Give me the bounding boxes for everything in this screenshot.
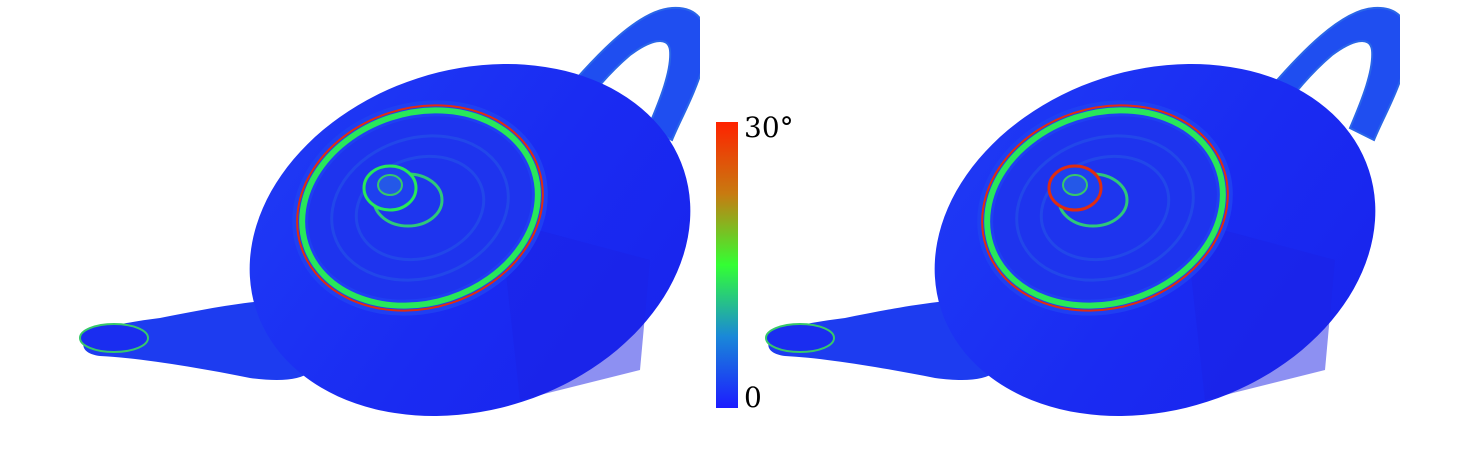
lid-ripple — [1015, 134, 1195, 282]
teapot-handle — [556, 6, 700, 142]
colorbar-max-label: 30° — [744, 111, 794, 144]
teapot-left — [79, 6, 700, 416]
spout-opening — [765, 323, 835, 353]
colorbar — [716, 122, 738, 408]
body-shading-facet — [1185, 220, 1335, 400]
body-shading-facet — [500, 220, 650, 400]
lid-knob-center — [1062, 174, 1088, 196]
spout-opening — [79, 323, 149, 353]
lid-ripple — [1039, 154, 1171, 262]
teapot-handle — [1258, 6, 1400, 142]
lid-green-ring — [299, 107, 541, 309]
teapot-spout — [83, 300, 310, 380]
lid-green-ring — [984, 107, 1226, 309]
colorbar-min-label: 0 — [744, 381, 762, 414]
colorbar-gradient — [716, 122, 738, 408]
lid-ripple — [330, 134, 510, 282]
teapot-spout — [768, 300, 995, 380]
lid-knob-center — [377, 174, 403, 196]
lid-red-ring — [296, 104, 544, 312]
lid-red-ring — [981, 104, 1229, 312]
teapot-right — [765, 6, 1400, 416]
lid-ripple — [354, 154, 486, 262]
